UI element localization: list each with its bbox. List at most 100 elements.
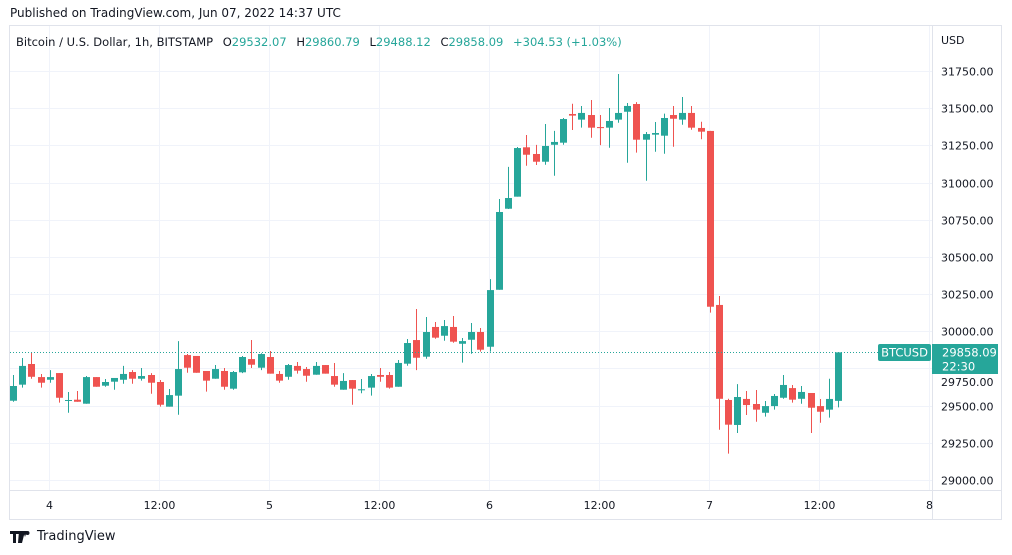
candle[interactable] <box>138 368 145 381</box>
candle[interactable] <box>725 398 732 454</box>
candle[interactable] <box>93 377 100 387</box>
candle[interactable] <box>129 370 136 384</box>
candle[interactable] <box>523 134 530 166</box>
candle[interactable] <box>624 102 631 163</box>
candle[interactable] <box>734 384 741 434</box>
time-axis[interactable]: 4 12:00 5 12:00 6 12:00 7 12:00 8 <box>46 499 933 512</box>
candle[interactable] <box>221 368 228 390</box>
candle[interactable] <box>514 146 521 197</box>
candle[interactable] <box>679 97 686 125</box>
candle[interactable] <box>423 316 430 359</box>
candle[interactable] <box>166 388 173 407</box>
candle[interactable] <box>267 351 274 374</box>
candle[interactable] <box>303 366 310 382</box>
candle[interactable] <box>212 365 219 379</box>
candle[interactable] <box>230 370 237 390</box>
candle[interactable] <box>65 391 72 413</box>
candle[interactable] <box>349 380 356 405</box>
candle[interactable] <box>313 362 320 375</box>
price-axis[interactable]: 29000.00 29250.00 29500.00 29750.00 30000.00… <box>941 66 994 488</box>
candle[interactable] <box>533 144 540 165</box>
candle[interactable] <box>157 380 164 407</box>
time-tick-label: 4 <box>46 499 53 512</box>
candle[interactable] <box>413 308 420 371</box>
candle-body <box>652 133 659 135</box>
candle[interactable] <box>102 379 109 387</box>
candle[interactable] <box>340 373 347 390</box>
candle[interactable] <box>652 122 659 152</box>
candle[interactable] <box>808 392 815 434</box>
candle[interactable] <box>688 105 695 130</box>
candle[interactable] <box>276 370 283 383</box>
candle[interactable] <box>551 130 558 176</box>
candle[interactable] <box>47 370 54 383</box>
candle[interactable] <box>780 374 787 399</box>
candle[interactable] <box>322 365 329 374</box>
candle[interactable] <box>569 103 576 131</box>
candle[interactable] <box>386 372 393 389</box>
candle[interactable] <box>643 131 650 181</box>
candle-body <box>789 388 796 400</box>
candle[interactable] <box>477 328 484 352</box>
symbol-name[interactable]: Bitcoin / U.S. Dollar, 1h, BITSTAMP <box>16 35 214 49</box>
candle[interactable] <box>19 358 26 388</box>
candle[interactable] <box>184 354 191 373</box>
candle[interactable] <box>10 374 17 402</box>
candle[interactable] <box>285 363 292 380</box>
candle[interactable] <box>368 373 375 396</box>
candle[interactable] <box>331 362 338 387</box>
currency-label[interactable]: USD <box>941 34 965 47</box>
candle[interactable] <box>395 359 402 387</box>
candle[interactable] <box>633 102 640 153</box>
candle[interactable] <box>203 370 210 392</box>
candle[interactable] <box>606 108 613 148</box>
candle[interactable] <box>28 351 35 379</box>
candle[interactable] <box>450 315 457 343</box>
candle[interactable] <box>148 373 155 394</box>
candle[interactable] <box>707 130 714 313</box>
candle[interactable] <box>404 339 411 366</box>
candle[interactable] <box>120 365 127 384</box>
candle[interactable] <box>743 391 750 416</box>
candle[interactable] <box>753 390 760 422</box>
candle[interactable] <box>175 341 182 415</box>
candle[interactable] <box>258 353 265 371</box>
candle[interactable] <box>459 337 466 363</box>
candle[interactable] <box>762 401 769 417</box>
candle[interactable] <box>698 121 705 140</box>
candle[interactable] <box>38 373 45 388</box>
candle[interactable] <box>56 373 63 403</box>
candle[interactable] <box>111 377 118 390</box>
candle[interactable] <box>835 351 842 408</box>
candle[interactable] <box>468 322 475 354</box>
candle[interactable] <box>716 296 723 430</box>
candle[interactable] <box>670 105 677 147</box>
candle[interactable] <box>771 394 778 410</box>
candle[interactable] <box>193 355 200 373</box>
candle[interactable] <box>560 117 567 145</box>
candle[interactable] <box>496 199 503 290</box>
candle[interactable] <box>789 384 796 403</box>
candle[interactable] <box>826 378 833 418</box>
candle[interactable] <box>248 340 255 369</box>
candle[interactable] <box>294 362 301 374</box>
candle[interactable] <box>358 379 365 394</box>
candle[interactable] <box>615 73 622 123</box>
candle[interactable] <box>487 279 494 352</box>
candle[interactable] <box>377 368 384 382</box>
candle[interactable] <box>578 105 585 128</box>
candle[interactable] <box>505 166 512 210</box>
candle[interactable] <box>432 322 439 339</box>
candle[interactable] <box>817 398 824 423</box>
tradingview-logo[interactable]: TradingView <box>10 529 116 544</box>
candle[interactable] <box>588 100 595 138</box>
candle[interactable] <box>74 391 81 402</box>
candle[interactable] <box>661 113 668 154</box>
candle[interactable] <box>83 376 90 404</box>
candle[interactable] <box>542 123 549 165</box>
candle[interactable] <box>441 319 448 341</box>
candle[interactable] <box>597 115 604 146</box>
candle[interactable] <box>798 386 805 404</box>
candle[interactable] <box>239 355 246 374</box>
